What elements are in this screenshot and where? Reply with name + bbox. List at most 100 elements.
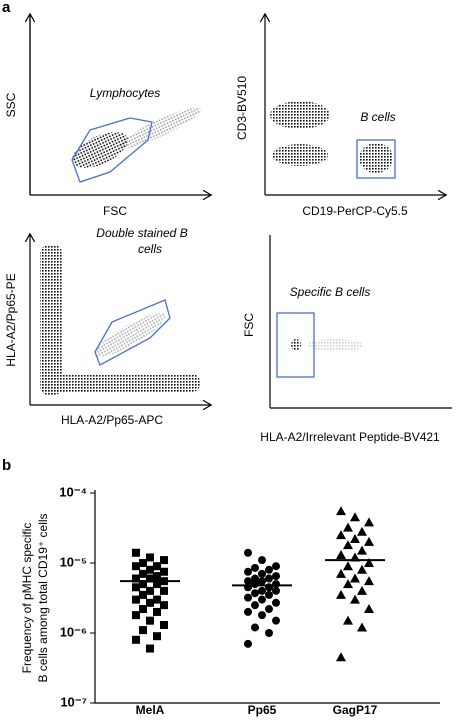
gate bbox=[71, 117, 153, 183]
data-point bbox=[139, 626, 147, 635]
y-tick-label: 10⁻⁷ bbox=[60, 694, 87, 709]
data-point bbox=[336, 550, 346, 560]
data-point bbox=[244, 577, 252, 586]
x-tick-label: MelA bbox=[136, 703, 165, 717]
gate-label: Lymphocytes bbox=[90, 86, 160, 100]
cell-cluster bbox=[40, 374, 200, 392]
data-point bbox=[146, 644, 154, 653]
data-point bbox=[258, 611, 266, 620]
cell-cluster bbox=[95, 313, 165, 357]
data-point bbox=[364, 604, 374, 614]
x-tick-label: GagP17 bbox=[333, 703, 378, 717]
data-point bbox=[251, 580, 259, 589]
data-point bbox=[160, 601, 168, 610]
data-point bbox=[146, 586, 154, 595]
data-point bbox=[343, 522, 353, 532]
data-point bbox=[336, 506, 346, 516]
data-point bbox=[153, 607, 161, 616]
data-point bbox=[272, 572, 280, 581]
data-point bbox=[146, 616, 154, 625]
data-point bbox=[350, 534, 360, 544]
gate-label: cells bbox=[138, 242, 162, 256]
data-point bbox=[153, 595, 161, 604]
data-point bbox=[244, 607, 252, 616]
cell-cluster bbox=[40, 245, 62, 395]
y-tick-label: 10⁻⁵ bbox=[60, 554, 87, 569]
data-point bbox=[343, 561, 353, 571]
data-point bbox=[146, 553, 154, 562]
y-tick-label: 10⁻⁶ bbox=[60, 624, 87, 639]
panel-label: b bbox=[2, 457, 11, 474]
data-point bbox=[251, 623, 259, 632]
flow-plot: HLA-A2/Pp65-PE HLA-A2/Pp65-APC Double st… bbox=[4, 226, 210, 427]
data-point bbox=[364, 558, 374, 567]
data-point bbox=[336, 568, 346, 578]
data-point bbox=[357, 564, 367, 574]
data-point bbox=[146, 574, 154, 583]
y-label: HLA-A2/Pp65-PE bbox=[4, 273, 18, 366]
data-point bbox=[132, 635, 140, 644]
data-point bbox=[272, 562, 280, 571]
data-point bbox=[146, 565, 154, 574]
data-point bbox=[160, 567, 168, 576]
data-point bbox=[132, 583, 140, 592]
data-point bbox=[251, 574, 259, 583]
data-point bbox=[258, 569, 266, 578]
data-point bbox=[153, 572, 161, 581]
data-point bbox=[139, 569, 147, 578]
data-point bbox=[153, 632, 161, 641]
flow-plot: CD3-BV510 CD19-PerCP-Cy5.5 B cells bbox=[235, 15, 445, 218]
data-point bbox=[258, 556, 266, 565]
x-label: HLA-A2/Irrelevant Peptide-BV421 bbox=[260, 430, 440, 444]
gate bbox=[276, 312, 315, 378]
data-point bbox=[251, 589, 259, 598]
data-point bbox=[265, 565, 273, 574]
data-point bbox=[251, 563, 259, 572]
cell-cluster bbox=[359, 143, 393, 173]
y-label: CD3-BV510 bbox=[235, 76, 249, 140]
data-point bbox=[244, 639, 252, 648]
data-point bbox=[364, 517, 374, 527]
flow-plot: SSC FSC Lymphocytes bbox=[4, 15, 210, 218]
y-label: Frequency of pMHC specific bbox=[20, 523, 34, 674]
data-point bbox=[160, 621, 168, 630]
data-point bbox=[357, 545, 367, 555]
data-point bbox=[139, 580, 147, 589]
data-point bbox=[343, 579, 353, 589]
data-point bbox=[160, 556, 168, 565]
data-point bbox=[132, 595, 140, 604]
data-point bbox=[139, 590, 147, 599]
data-point bbox=[160, 586, 168, 595]
data-point bbox=[265, 590, 273, 599]
cell-cluster bbox=[72, 132, 128, 168]
data-point bbox=[336, 589, 346, 599]
data-point bbox=[265, 629, 273, 637]
cell-cluster bbox=[272, 144, 328, 166]
data-point bbox=[336, 530, 346, 540]
x-label: HLA-A2/Pp65-APC bbox=[61, 413, 163, 427]
data-point bbox=[272, 616, 280, 625]
data-point bbox=[244, 593, 252, 602]
data-point bbox=[251, 601, 259, 610]
data-point bbox=[357, 526, 367, 536]
data-point bbox=[364, 576, 374, 586]
axis bbox=[29, 15, 210, 195]
y-label: SSC bbox=[4, 92, 18, 117]
data-point bbox=[265, 605, 273, 614]
data-point bbox=[153, 580, 161, 589]
data-point bbox=[258, 586, 266, 595]
data-point bbox=[258, 577, 266, 586]
flow-plot: FSC HLA-A2/Irrelevant Peptide-BV421 Spec… bbox=[242, 235, 452, 444]
data-point bbox=[343, 540, 353, 550]
data-point bbox=[139, 559, 147, 567]
gate-label: Specific B cells bbox=[290, 285, 371, 299]
data-point bbox=[132, 574, 140, 583]
data-point bbox=[350, 594, 360, 604]
x-tick-label: Pp65 bbox=[248, 703, 277, 717]
gate-label: Double stained B bbox=[96, 226, 187, 240]
data-point bbox=[350, 573, 360, 583]
data-point bbox=[258, 595, 266, 604]
data-point bbox=[350, 512, 360, 522]
